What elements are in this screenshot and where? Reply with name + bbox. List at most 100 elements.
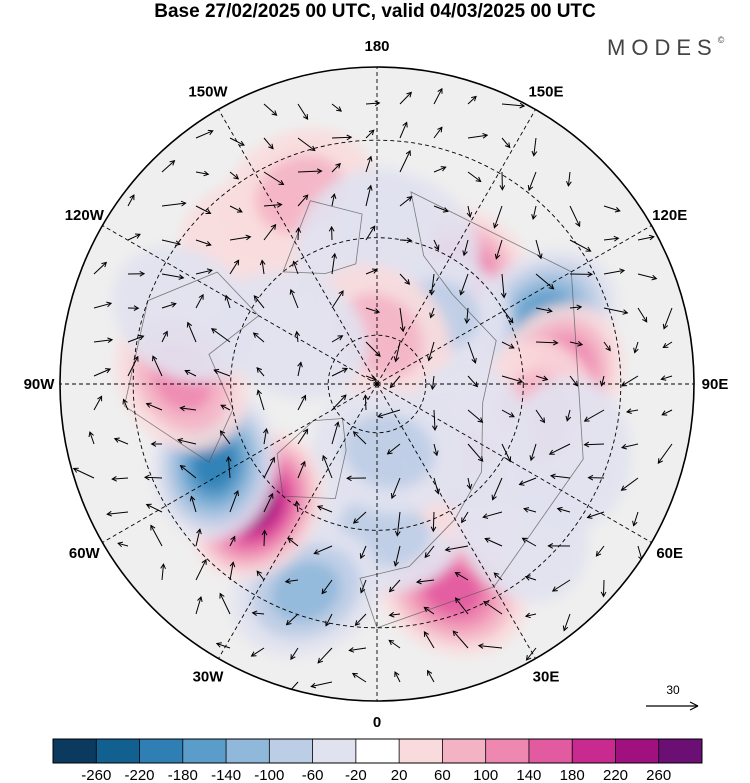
wind-arrow bbox=[127, 334, 145, 343]
wind-arrow bbox=[127, 194, 135, 207]
wind-arrow bbox=[331, 421, 340, 445]
wind-arrow bbox=[531, 205, 537, 221]
wind-arrow bbox=[331, 103, 343, 112]
wind-arrow bbox=[263, 427, 269, 445]
wind-arrow bbox=[586, 511, 605, 519]
wind-arrow bbox=[359, 545, 367, 560]
wind-arrow bbox=[297, 137, 316, 152]
wind-arrow bbox=[297, 361, 303, 377]
wind-arrow bbox=[177, 438, 197, 445]
wind-arrow bbox=[433, 205, 449, 213]
wind-arrow bbox=[195, 596, 203, 615]
wind-arrow bbox=[297, 194, 309, 207]
wind-arrow bbox=[399, 307, 406, 333]
reference-vector-label: 30 bbox=[666, 683, 680, 697]
wind-arrow bbox=[521, 537, 537, 547]
coastline bbox=[282, 200, 363, 274]
wind-arrow bbox=[290, 647, 299, 661]
anomaly-contour bbox=[422, 564, 482, 616]
wind-arrow bbox=[362, 394, 369, 411]
meridian-line bbox=[102, 383, 378, 543]
wind-arrow bbox=[195, 558, 207, 581]
map-boundary bbox=[59, 66, 695, 702]
wind-arrow bbox=[253, 295, 265, 309]
wind-arrow bbox=[215, 642, 231, 649]
wind-arrow bbox=[535, 375, 549, 382]
latitude-circle bbox=[230, 237, 524, 531]
wind-arrow bbox=[150, 441, 162, 447]
wind-arrow bbox=[365, 184, 373, 207]
wind-arrow bbox=[365, 155, 373, 173]
wind-arrow bbox=[535, 409, 546, 424]
wind-arrow bbox=[229, 234, 252, 241]
wind-arrow bbox=[352, 431, 367, 445]
wind-arrow bbox=[431, 409, 438, 432]
colorbar-swatch bbox=[269, 739, 313, 763]
wind-arrow bbox=[423, 606, 435, 615]
wind-arrow bbox=[93, 261, 108, 275]
wind-arrow bbox=[122, 398, 129, 411]
wind-arrow bbox=[294, 330, 301, 343]
wind-arrow bbox=[348, 647, 367, 653]
lon-150w-label: 150W bbox=[188, 83, 228, 100]
lon-180-label: 180 bbox=[364, 38, 389, 55]
wind-arrow bbox=[263, 103, 278, 116]
wind-arrow bbox=[467, 95, 477, 105]
wind-arrow bbox=[491, 477, 503, 501]
wind-arrow bbox=[583, 441, 605, 448]
wind-arrow bbox=[145, 503, 163, 513]
wind-arrow bbox=[501, 409, 515, 418]
wind-arrow bbox=[346, 475, 367, 482]
wind-arrow bbox=[263, 202, 283, 208]
wind-arrow bbox=[195, 293, 204, 309]
wind-arrow bbox=[365, 129, 375, 139]
wind-arrow bbox=[161, 302, 177, 309]
meridian-line bbox=[218, 109, 378, 385]
colorbar-tick-label: -260 bbox=[81, 767, 111, 783]
wind-arrow bbox=[399, 121, 408, 139]
colorbar-swatch bbox=[226, 739, 270, 763]
wind-arrow bbox=[317, 647, 333, 664]
anomaly-contour bbox=[112, 245, 257, 382]
wind-arrow bbox=[117, 541, 129, 548]
wind-arrow bbox=[310, 681, 333, 689]
latitude-circle bbox=[132, 139, 622, 629]
wind-arrow bbox=[219, 592, 231, 615]
wind-arrow bbox=[466, 205, 473, 218]
wind-arrow bbox=[467, 341, 477, 364]
meridian-line bbox=[376, 109, 536, 385]
wind-arrow bbox=[313, 545, 333, 555]
colorbar-tick-label: -20 bbox=[345, 767, 367, 783]
wind-arrow bbox=[660, 375, 673, 381]
wind-arrow bbox=[462, 239, 469, 257]
wind-arrow bbox=[195, 528, 202, 547]
colorbar-swatch bbox=[572, 739, 616, 763]
wind-arrow bbox=[501, 341, 515, 349]
wind-arrow bbox=[603, 235, 620, 242]
wind-arrow bbox=[143, 474, 163, 481]
colorbar-tick-label: 180 bbox=[560, 767, 585, 783]
colorbar-swatch bbox=[615, 739, 659, 763]
wind-arrow bbox=[229, 535, 236, 547]
wind-arrow bbox=[316, 505, 333, 513]
colorbar-tick-label: -180 bbox=[168, 767, 198, 783]
wind-arrow bbox=[424, 545, 435, 559]
wind-arrow bbox=[535, 273, 555, 290]
wind-arrow bbox=[186, 321, 197, 343]
wind-arrow bbox=[220, 404, 231, 411]
colorbar-swatch bbox=[312, 739, 357, 763]
wind-arrow bbox=[620, 443, 639, 450]
wind-arrow bbox=[263, 171, 285, 186]
wind-arrow bbox=[195, 205, 212, 214]
coastlines bbox=[123, 191, 584, 629]
wind-arrow bbox=[184, 369, 197, 377]
logo-mark: © bbox=[717, 35, 725, 45]
wind-arrow bbox=[289, 288, 299, 309]
wind-arrow bbox=[531, 137, 538, 157]
wind-arrow bbox=[429, 307, 435, 319]
colorbar-tick-label: 20 bbox=[391, 767, 408, 783]
coastline bbox=[359, 191, 584, 629]
wind-arrow bbox=[433, 166, 447, 173]
wind-arrow bbox=[145, 402, 163, 411]
